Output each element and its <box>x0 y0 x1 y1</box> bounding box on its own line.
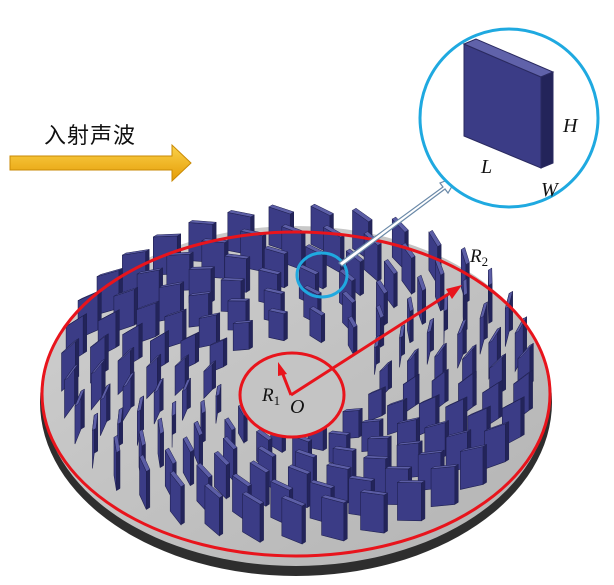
plate <box>397 480 424 521</box>
plate <box>269 308 288 340</box>
plate <box>431 464 458 506</box>
plate <box>361 490 388 533</box>
plate <box>460 444 486 489</box>
plate <box>233 320 252 350</box>
outer-radius-label: R2 <box>469 246 488 269</box>
width-label: W <box>541 179 560 201</box>
plate <box>322 495 348 541</box>
plate <box>488 268 492 323</box>
center-label: O <box>290 396 304 418</box>
plate <box>158 418 164 468</box>
length-label: L <box>480 156 492 178</box>
incident-wave-label: 入射声波 <box>44 118 136 150</box>
incident-arrow-icon <box>10 145 191 181</box>
plate <box>282 496 306 544</box>
plate <box>114 435 120 490</box>
height-label: H <box>562 115 579 137</box>
